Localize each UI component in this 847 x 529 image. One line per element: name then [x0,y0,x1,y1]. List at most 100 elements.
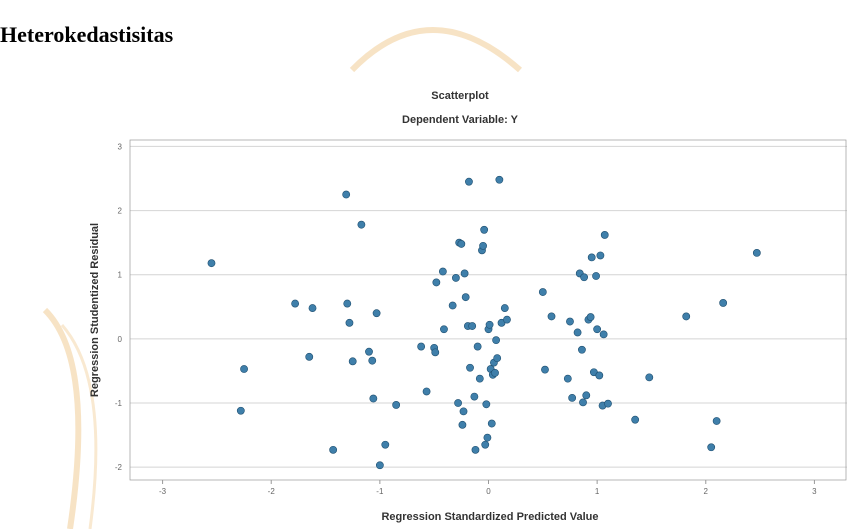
data-point [357,220,366,229]
axis-ticks: -2 -1 0 1 2 3 -3 -2 -1 0 1 2 3 [115,142,817,496]
data-point [491,368,499,377]
data-point [438,267,447,276]
x-tick-label: -2 [268,487,276,496]
data-point [448,301,457,310]
data-point [458,420,467,429]
data-point [707,443,716,452]
data-point [595,371,604,380]
x-axis-label: Regression Standardized Predicted Value [381,511,598,523]
data-point [368,356,377,365]
data-point [604,399,612,408]
data-point [593,325,602,334]
x-tick-label: -1 [376,487,384,496]
data-point [460,269,469,278]
data-point [596,251,605,260]
data-point [487,419,496,428]
data-point [719,299,728,307]
x-tick-label: 3 [812,487,817,496]
data-point [493,354,502,363]
data-point [431,348,440,357]
data-point [372,309,381,318]
data-point [381,440,390,449]
y-axis-label: Regression Studentized Residual [89,223,101,397]
data-point [207,259,216,268]
plot-frame [129,139,847,481]
y-tick-label: -2 [115,463,123,472]
data-point [582,391,591,400]
data-point [343,299,352,308]
data-point [578,345,586,354]
data-point [461,293,470,302]
data-point [682,312,691,321]
data-point [580,273,588,282]
y-tick-label: -1 [115,399,123,408]
data-point [291,299,300,308]
grid-lines [130,145,847,468]
data-point [481,440,490,449]
x-tick-label: 0 [486,487,491,496]
data-point [422,387,431,396]
data-point [566,317,574,326]
data-point [240,365,248,373]
data-point [468,322,477,330]
data-point [631,415,640,424]
data-points [207,175,761,470]
data-point [503,315,511,324]
data-point [329,445,338,454]
data-point [473,342,482,351]
data-point [541,365,549,374]
data-point [485,320,494,329]
data-point [452,274,460,282]
data-point [375,461,384,470]
data-point [573,328,582,337]
data-point [369,394,378,403]
data-point [465,177,473,186]
data-point [417,342,426,351]
data-point [752,249,761,257]
data-point [592,272,600,280]
data-point [645,373,654,382]
data-point [483,433,492,442]
data-point [479,241,487,250]
data-point [454,399,462,407]
x-tick-label: 2 [704,487,709,496]
data-point [348,357,357,366]
data-point [579,398,587,407]
data-point [475,374,484,383]
data-point [365,347,373,356]
data-point [345,318,354,327]
data-point [236,406,245,415]
data-point [480,225,489,234]
data-point [538,288,547,296]
data-point [457,240,466,248]
data-point [563,374,572,383]
data-point [712,417,721,425]
page-heading: Heterokedastisitas [0,22,174,47]
y-tick-label: 3 [118,142,123,151]
data-point [392,401,401,409]
data-point [305,352,314,361]
data-point [586,313,595,321]
x-tick-label: 1 [595,487,600,496]
data-point [471,445,480,454]
data-point [599,330,608,339]
data-point [500,304,509,312]
data-point [308,304,317,312]
x-tick-label: -3 [159,487,167,496]
data-point [466,363,474,372]
data-point [342,190,351,199]
data-point [492,336,501,345]
chart-subtitle: Dependent Variable: Y [402,114,518,126]
chart-title: Scatterplot [431,90,489,102]
y-tick-label: 0 [118,335,123,344]
data-point [482,400,491,409]
data-point [600,231,609,239]
data-point [495,175,504,184]
y-tick-label: 2 [118,207,123,216]
data-point [440,325,448,334]
data-point [547,312,556,321]
data-point [432,278,441,287]
data-point [587,253,596,262]
y-tick-label: 1 [118,271,123,280]
